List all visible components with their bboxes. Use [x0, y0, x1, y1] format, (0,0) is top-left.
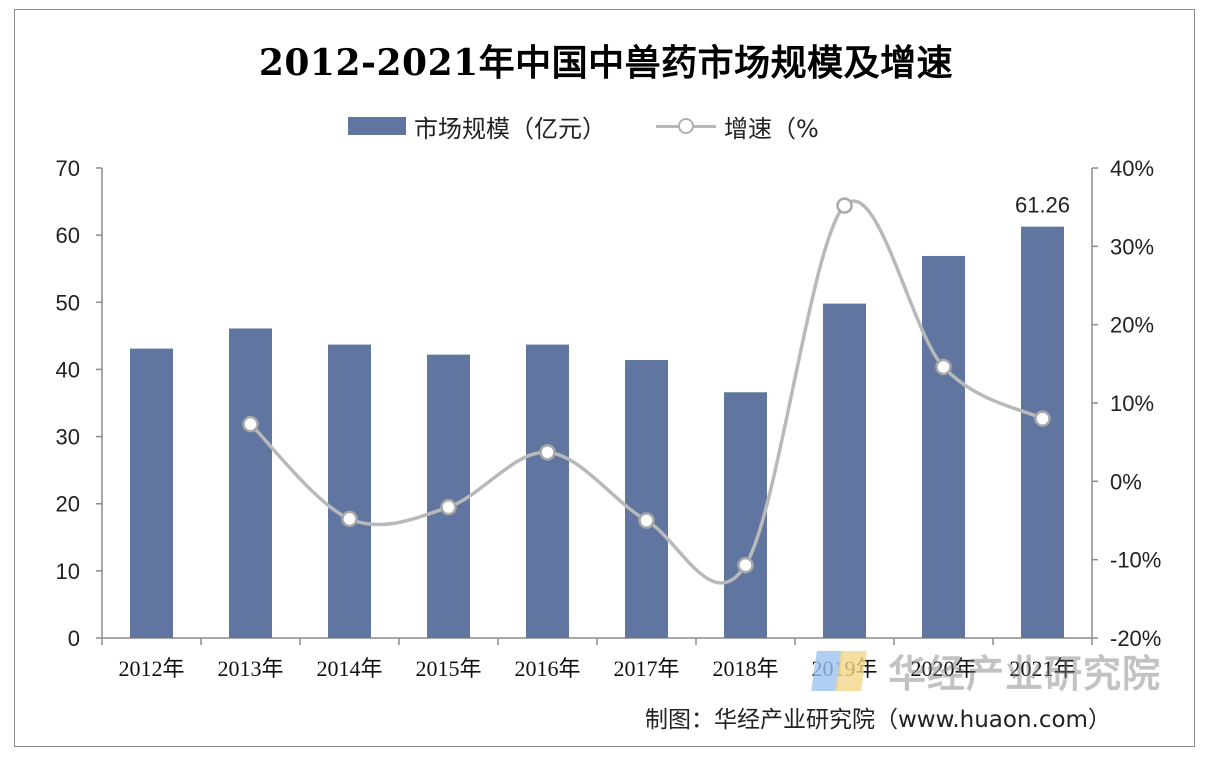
left-tick-label: 0 [68, 626, 80, 651]
x-tick-label: 2020年 [910, 656, 976, 681]
x-tick-label: 2017年 [613, 656, 679, 681]
legend-line-swatch [656, 116, 716, 136]
x-tick-label: 2016年 [514, 656, 580, 681]
left-tick-label: 20 [56, 492, 80, 517]
bar-2019年 [823, 303, 866, 638]
chart-frame [14, 9, 1195, 747]
bar-2020年 [922, 255, 965, 638]
watermark-text: 华经产业研究院 [888, 651, 1162, 696]
left-tick-label: 70 [56, 156, 80, 181]
left-tick-label: 10 [56, 559, 80, 584]
data-label: 61.26 [1015, 193, 1070, 218]
x-tick-label: 2012年 [118, 656, 184, 681]
legend: 市场规模（亿元） 增速（% [348, 106, 819, 146]
growth-point-2018年 [737, 556, 754, 574]
right-tick-label: 40% [1110, 156, 1154, 181]
growth-point-2013年 [242, 415, 259, 433]
bar-2021年 [1021, 226, 1064, 638]
growth-point-2015年 [440, 498, 457, 516]
growth-point-2014年 [341, 510, 358, 528]
chart-title: 2012-2021年中国中兽药市场规模及增速 [258, 42, 954, 84]
growth-point-2016年 [539, 444, 556, 461]
x-tick-label: 2021年 [1009, 656, 1075, 681]
left-tick-label: 50 [56, 290, 80, 315]
legend-bar-label: 市场规模（亿元） [414, 114, 606, 143]
growth-point-2021年 [1034, 410, 1051, 427]
x-tick-label: 2015年 [415, 656, 481, 681]
source-note: 制图：华经产业研究院（www.huaon.com） [645, 707, 1111, 733]
bar-2013年 [229, 328, 272, 638]
growth-point-2017年 [638, 512, 655, 529]
left-tick-label: 30 [56, 425, 80, 450]
x-tick-label: 2013年 [217, 656, 283, 681]
right-tick-label: 20% [1110, 313, 1154, 338]
right-tick-label: 0% [1110, 469, 1142, 494]
right-tick-label: 30% [1110, 234, 1154, 259]
growth-rate-line [249, 199, 1044, 585]
x-tick-label: 2014年 [316, 656, 382, 681]
x-tick-label: 2018年 [712, 656, 778, 681]
watermark: 华经产业研究院 [808, 646, 1161, 696]
bar-2016年 [526, 344, 569, 638]
bar-2015年 [427, 354, 470, 638]
right-tick-label: -20% [1110, 626, 1161, 651]
growth-point-2019年 [836, 197, 853, 214]
right-tick-label: -10% [1110, 548, 1161, 573]
legend-line-label: 增速（% [724, 114, 819, 143]
legend-bar-swatch [348, 117, 406, 135]
growth-point-2020年 [935, 358, 952, 376]
bar-2012年 [130, 348, 173, 638]
right-tick-label: 10% [1110, 391, 1154, 416]
bar-2018年 [724, 392, 767, 638]
bar-2014年 [328, 344, 371, 638]
left-tick-label: 60 [56, 223, 80, 248]
left-tick-label: 40 [56, 357, 80, 382]
bar-2017年 [625, 360, 668, 638]
watermark-logo-icon [808, 647, 878, 693]
